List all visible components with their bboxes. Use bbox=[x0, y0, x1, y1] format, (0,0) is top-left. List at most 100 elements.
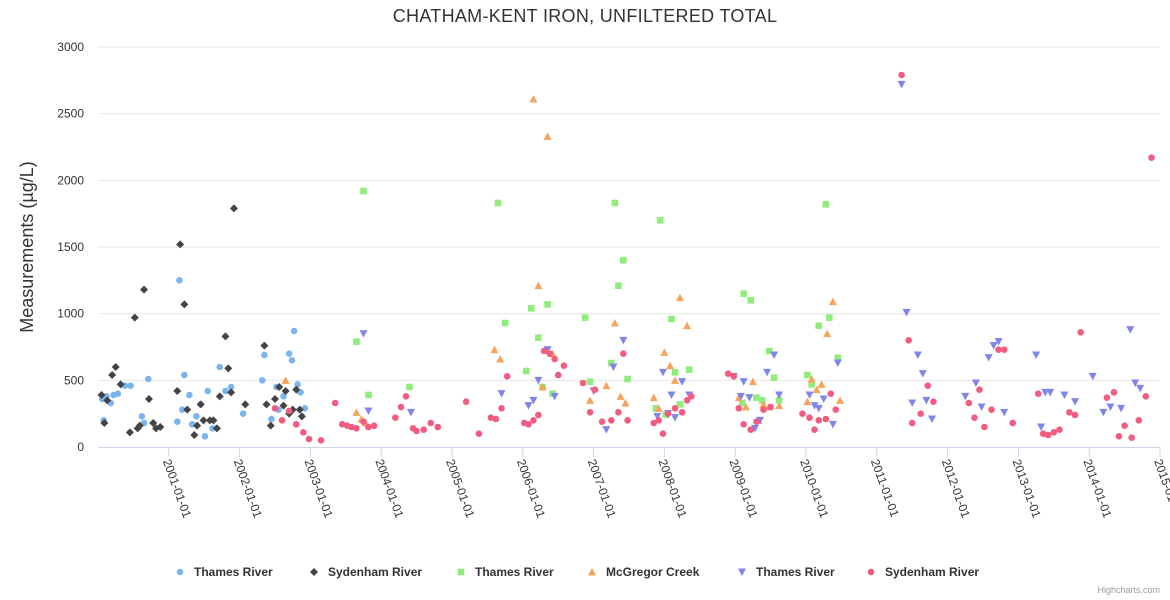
data-point[interactable] bbox=[297, 412, 306, 421]
data-point[interactable] bbox=[97, 391, 106, 399]
data-point[interactable] bbox=[292, 421, 300, 428]
data-point[interactable] bbox=[767, 403, 774, 411]
data-point[interactable] bbox=[659, 430, 667, 437]
data-point[interactable] bbox=[804, 371, 811, 379]
legend-symbol[interactable] bbox=[588, 568, 596, 576]
data-point[interactable] bbox=[671, 405, 679, 412]
data-point[interactable] bbox=[608, 359, 615, 367]
legend-item[interactable]: Sydenham River bbox=[867, 565, 980, 579]
data-point[interactable] bbox=[427, 419, 435, 427]
data-point[interactable] bbox=[216, 363, 224, 371]
data-point[interactable] bbox=[676, 401, 684, 408]
data-point[interactable] bbox=[199, 416, 208, 425]
data-point[interactable] bbox=[406, 408, 415, 417]
data-point[interactable] bbox=[420, 426, 427, 433]
data-point[interactable] bbox=[763, 368, 772, 377]
data-point[interactable] bbox=[724, 370, 732, 377]
data-point[interactable] bbox=[544, 301, 551, 308]
data-point[interactable] bbox=[413, 427, 420, 435]
data-point[interactable] bbox=[817, 380, 826, 388]
data-point[interactable] bbox=[1148, 154, 1155, 161]
data-point[interactable] bbox=[826, 314, 833, 321]
data-point[interactable] bbox=[535, 411, 542, 419]
data-point[interactable] bbox=[176, 240, 185, 249]
data-point[interactable] bbox=[183, 405, 192, 414]
data-point[interactable] bbox=[828, 420, 837, 429]
data-point[interactable] bbox=[624, 375, 631, 383]
data-point[interactable] bbox=[753, 394, 760, 401]
data-point[interactable] bbox=[497, 390, 506, 398]
data-point[interactable] bbox=[149, 419, 158, 427]
data-point[interactable] bbox=[755, 416, 764, 425]
data-point[interactable] bbox=[1128, 434, 1135, 441]
data-point[interactable] bbox=[832, 406, 840, 413]
data-point[interactable] bbox=[615, 409, 622, 416]
data-point[interactable] bbox=[501, 319, 509, 327]
data-point[interactable] bbox=[434, 423, 442, 431]
data-point[interactable] bbox=[281, 376, 290, 384]
data-point[interactable] bbox=[807, 375, 816, 383]
data-point[interactable] bbox=[204, 387, 212, 395]
data-point[interactable] bbox=[353, 338, 360, 345]
data-point[interactable] bbox=[621, 399, 630, 407]
data-point[interactable] bbox=[196, 400, 205, 409]
data-point[interactable] bbox=[475, 430, 483, 437]
data-point[interactable] bbox=[822, 415, 830, 423]
data-point[interactable] bbox=[775, 401, 784, 410]
data-point[interactable] bbox=[1121, 422, 1128, 429]
data-point[interactable] bbox=[535, 334, 542, 341]
data-point[interactable] bbox=[260, 341, 269, 350]
data-point[interactable] bbox=[406, 383, 413, 391]
data-point[interactable] bbox=[1056, 426, 1063, 433]
data-point[interactable] bbox=[602, 381, 611, 390]
data-point[interactable] bbox=[924, 382, 932, 389]
legend-item[interactable]: Thames River bbox=[738, 565, 835, 579]
data-point[interactable] bbox=[922, 396, 931, 405]
data-point[interactable] bbox=[1050, 429, 1058, 436]
data-point[interactable] bbox=[138, 413, 146, 420]
data-point[interactable] bbox=[812, 385, 821, 394]
data-point[interactable] bbox=[748, 377, 757, 386]
legend-symbol[interactable] bbox=[867, 568, 875, 576]
data-point[interactable] bbox=[678, 409, 686, 416]
data-point[interactable] bbox=[108, 371, 117, 379]
data-point[interactable] bbox=[530, 417, 537, 424]
data-point[interactable] bbox=[156, 423, 165, 431]
data-point[interactable] bbox=[285, 350, 293, 357]
data-point[interactable] bbox=[229, 204, 238, 213]
data-point[interactable] bbox=[285, 407, 293, 415]
data-point[interactable] bbox=[808, 381, 815, 388]
data-point[interactable] bbox=[624, 417, 631, 424]
data-point[interactable] bbox=[1039, 430, 1047, 437]
data-point[interactable] bbox=[1136, 384, 1145, 393]
data-point[interactable] bbox=[685, 366, 693, 373]
data-point[interactable] bbox=[364, 407, 373, 416]
data-point[interactable] bbox=[653, 412, 662, 421]
data-point[interactable] bbox=[1046, 388, 1055, 397]
data-point[interactable] bbox=[266, 421, 275, 430]
data-point[interactable] bbox=[799, 410, 806, 417]
data-point[interactable] bbox=[811, 426, 818, 433]
data-point[interactable] bbox=[278, 417, 286, 424]
data-point[interactable] bbox=[736, 392, 745, 401]
data-point[interactable] bbox=[529, 95, 538, 103]
data-point[interactable] bbox=[834, 354, 842, 361]
data-point[interactable] bbox=[664, 410, 672, 417]
data-point[interactable] bbox=[1044, 431, 1052, 439]
data-point[interactable] bbox=[281, 387, 290, 395]
data-point[interactable] bbox=[1106, 403, 1115, 412]
data-point[interactable] bbox=[239, 410, 247, 417]
data-point[interactable] bbox=[173, 418, 181, 425]
data-point[interactable] bbox=[683, 397, 691, 404]
data-point[interactable] bbox=[353, 425, 360, 432]
data-point[interactable] bbox=[1009, 419, 1017, 427]
data-point[interactable] bbox=[735, 405, 743, 412]
data-point[interactable] bbox=[261, 351, 268, 359]
data-point[interactable] bbox=[608, 417, 615, 424]
data-point[interactable] bbox=[805, 391, 814, 400]
data-point[interactable] bbox=[740, 421, 747, 428]
data-point[interactable] bbox=[602, 426, 611, 434]
data-point[interactable] bbox=[222, 387, 229, 395]
data-point[interactable] bbox=[534, 281, 543, 290]
data-point[interactable] bbox=[609, 363, 618, 372]
